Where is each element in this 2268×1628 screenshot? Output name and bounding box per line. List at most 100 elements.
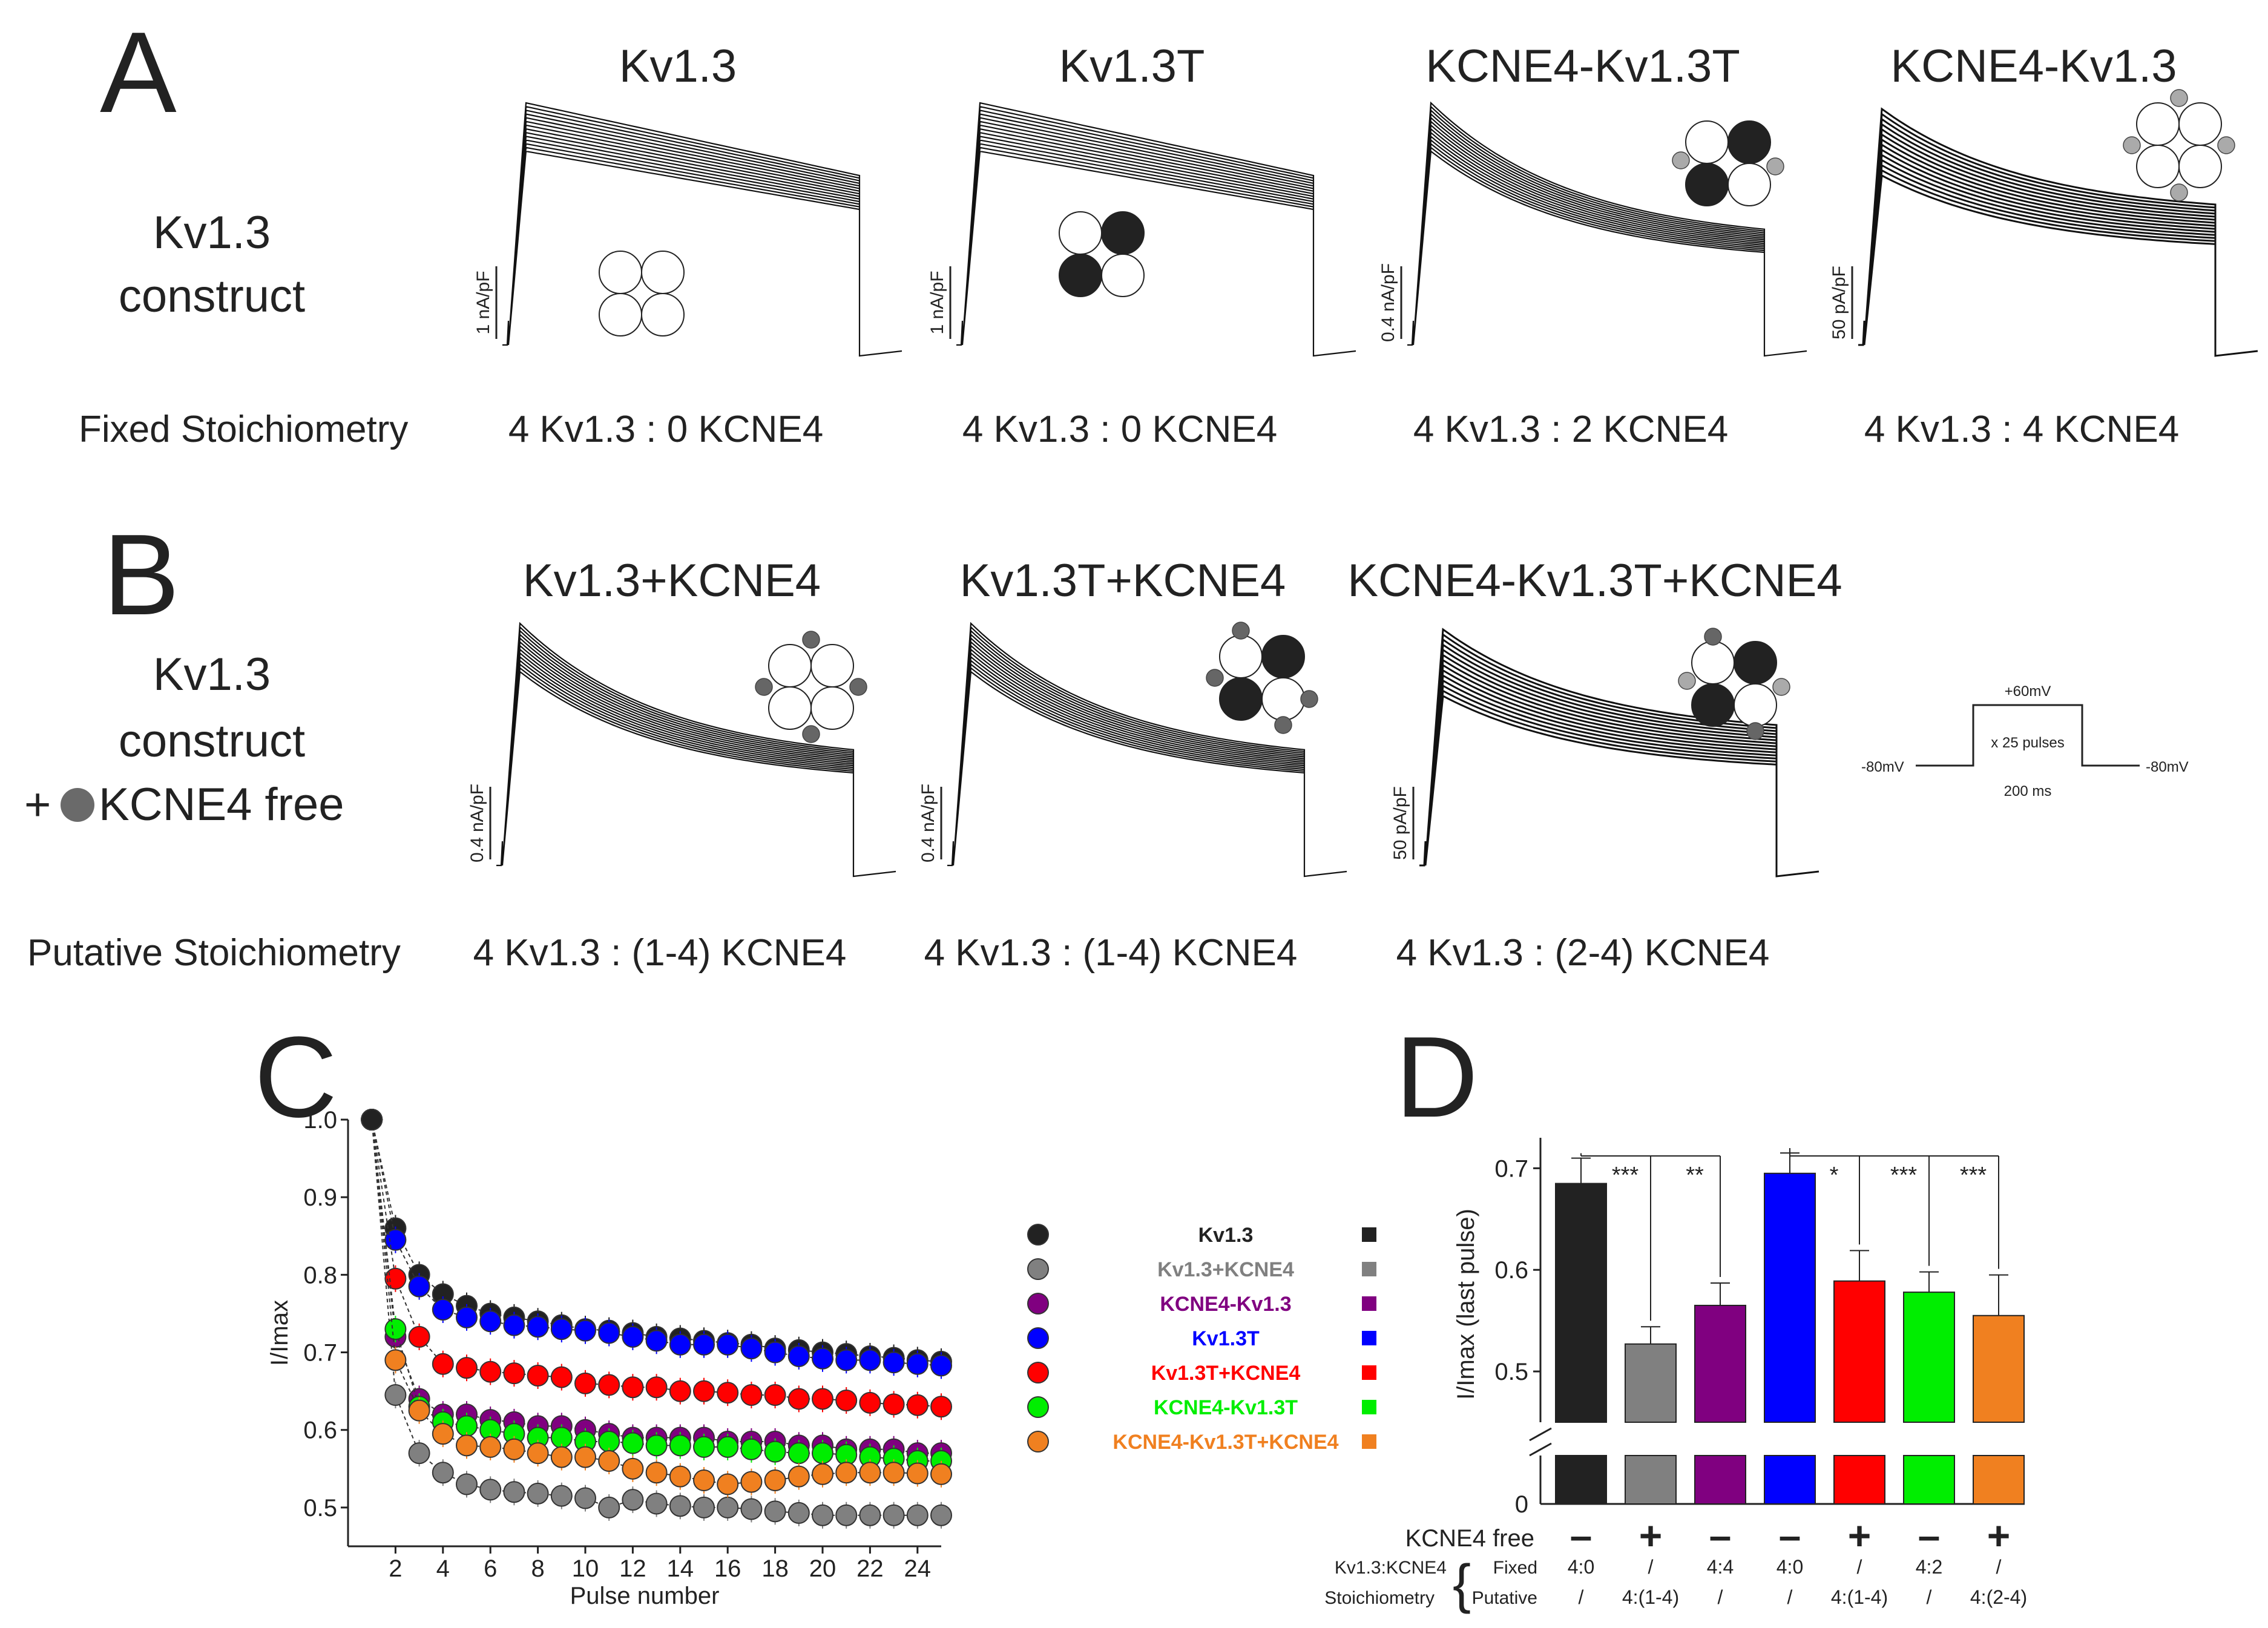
legend-marker [1027, 1396, 1049, 1418]
legend-swatch [1362, 1296, 1376, 1311]
kcne4-icon [849, 678, 867, 696]
panel-a-row-label-2: construct [119, 271, 305, 322]
kcne4-free-sign: – [1709, 1513, 1732, 1558]
subunit-icon [1261, 677, 1305, 721]
subunit-icon [1059, 211, 1102, 255]
pulse-protocol: +60mV -80mV -80mV x 25 pulses 200 ms [1861, 683, 2189, 799]
data-point [740, 1384, 763, 1406]
data-point [740, 1438, 763, 1460]
panel-b-stoich-label: Putative Stoichiometry [27, 932, 401, 974]
data-point [693, 1436, 715, 1458]
trace-title: Kv1.3+KCNE4 [523, 555, 821, 606]
bar-lower [1625, 1455, 1677, 1505]
data-point [384, 1318, 407, 1341]
data-point [693, 1469, 715, 1492]
data-point [645, 1434, 668, 1457]
data-point [598, 1322, 620, 1344]
trace-panel: Kv1.3T+KCNE4 0.4 nA/pF 4 Kv1.3 : (1-4) KCN… [918, 555, 1347, 974]
legend-marker [1027, 1293, 1049, 1315]
data-point [432, 1462, 454, 1484]
panel-a: A Kv1.3 construct Fixed Stoichiometry Kv… [79, 8, 2258, 450]
brace-icon: { [1453, 1554, 1471, 1615]
bar [1973, 1315, 2025, 1423]
kcne4-icon [2123, 136, 2141, 154]
stoichiometry-label: 4 Kv1.3 : 2 KCNE4 [1413, 409, 1728, 450]
data-point [930, 1463, 952, 1485]
fixed-value: 4:2 [1916, 1556, 1942, 1578]
y-tick-label: 0.5 [303, 1495, 337, 1521]
data-point [787, 1442, 810, 1465]
data-point [408, 1275, 430, 1298]
data-point [740, 1471, 763, 1493]
data-point [764, 1500, 786, 1523]
data-point [432, 1423, 454, 1445]
x-tick-label: 2 [389, 1555, 402, 1582]
x-tick-label: 18 [761, 1555, 789, 1582]
trace-panel: Kv1.3T 1 nA/pF 4 Kv1.3 : 0 KCNE4 [927, 41, 1356, 450]
panel-b-traces: Kv1.3+KCNE4 0.4 nA/pF 4 Kv1.3 : (1-4) KCNE… [467, 555, 1842, 974]
kcne4-free-icon [61, 788, 94, 822]
data-point [906, 1353, 929, 1375]
legend-swatch [1362, 1262, 1376, 1276]
data-point [527, 1365, 549, 1387]
current-trace [947, 622, 1347, 878]
data-point [361, 1109, 383, 1131]
y-axis-label: I/Imax [266, 1300, 293, 1366]
scale-bar-label: 50 pA/pF [1390, 786, 1410, 860]
y-tick-label-zero: 0 [1515, 1491, 1528, 1518]
protocol-hold-right: -80mV [2146, 759, 2189, 775]
data-point [812, 1504, 833, 1526]
data-point [906, 1504, 929, 1526]
y-tick-label: 1.0 [303, 1107, 337, 1134]
trace-title: Kv1.3T [1059, 41, 1205, 92]
data-point [859, 1504, 881, 1526]
panel-a-row-label-1: Kv1.3 [153, 207, 271, 258]
scale-bar-label: 50 pA/pF [1829, 266, 1849, 340]
subunit-icon [810, 644, 854, 688]
panel-d: D 0.50.60.70I/Imax (last pulse)*** ** * ***… [1324, 1013, 2027, 1615]
trace-panel: Kv1.3 1 nA/pF 4 Kv1.3 : 0 KCNE4 [473, 41, 902, 450]
kcne4-icon [2170, 89, 2188, 107]
data-point [883, 1504, 905, 1526]
data-point [930, 1504, 952, 1526]
data-point [859, 1349, 881, 1371]
data-point [456, 1473, 478, 1495]
putative-value: 4:(2-4) [1970, 1586, 2027, 1608]
kcne4-free-sign: + [1639, 1513, 1663, 1558]
kcne4-icon [1206, 669, 1224, 687]
subunit-icon [2178, 102, 2222, 146]
legend-marker [1027, 1431, 1049, 1452]
data-point [669, 1434, 691, 1457]
current-trace [1407, 101, 1807, 357]
bar [1903, 1292, 1955, 1423]
data-point [812, 1442, 833, 1465]
putative-value: 4:(1-4) [1831, 1586, 1888, 1608]
data-point [693, 1380, 715, 1402]
bar [1694, 1304, 1746, 1423]
current-trace [1419, 628, 1819, 878]
putative-label: Putative [1472, 1588, 1537, 1608]
data-point [764, 1341, 786, 1364]
stoichiometry-label: 4 Kv1.3 : (2-4) KCNE4 [1396, 932, 1770, 974]
subunit-icon [1261, 635, 1305, 678]
y-tick-label: 0.7 [1494, 1155, 1528, 1182]
y-tick-label: 0.9 [303, 1184, 337, 1211]
data-point [408, 1399, 430, 1422]
kcne4-icon [802, 725, 820, 743]
scale-bar-label: 1 nA/pF [927, 271, 947, 334]
protocol-pulses: x 25 pulses [1991, 735, 2064, 751]
putative-value: / [1787, 1586, 1793, 1608]
kcne4-icon [755, 678, 773, 696]
data-point [550, 1318, 573, 1341]
data-point [906, 1394, 929, 1416]
data-point [574, 1487, 596, 1509]
x-axis-label: Pulse number [570, 1583, 720, 1609]
kcne4-icon [1678, 672, 1696, 690]
data-point [432, 1353, 454, 1375]
putative-value: / [1927, 1586, 1932, 1608]
data-point [883, 1462, 905, 1484]
data-point [717, 1382, 739, 1404]
group-label-2: Stoichiometry [1324, 1588, 1435, 1608]
protocol-duration: 200 ms [2004, 783, 2052, 799]
panel-c-chart: 2 4 6 8 10 12 14 16 18 20 22 240.50.60.70.80.91.0Pu… [266, 1107, 952, 1609]
